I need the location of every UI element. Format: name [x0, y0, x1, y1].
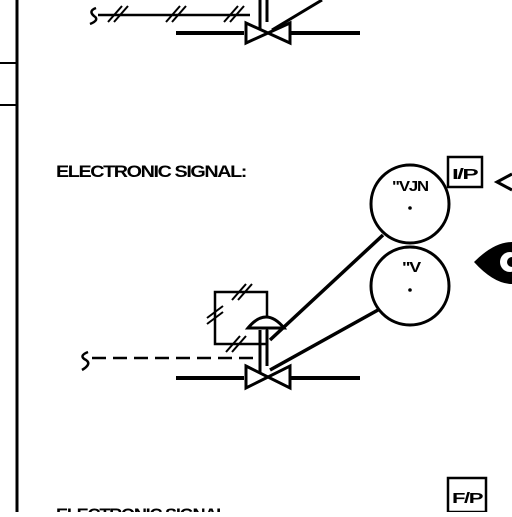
fp-converter-box	[446, 476, 488, 514]
ip-converter-label: I/P	[452, 166, 479, 183]
eye-symbol-icon	[474, 242, 512, 284]
fp-converter-label: F/P	[452, 490, 483, 507]
instrument-bubble-top-label: "VJN	[392, 178, 428, 195]
middle-valve-assembly	[81, 233, 385, 391]
top-valve-assembly	[89, 0, 360, 46]
section-title-electronic-signal: ELECTRONIC SIGNAL:	[56, 162, 247, 181]
ip-converter-box	[446, 155, 484, 189]
arrow-left-icon	[493, 172, 512, 192]
instrument-bubble-bottom-label: "V	[402, 259, 421, 276]
page-border	[0, 0, 19, 512]
instrument-bubble-bottom	[369, 245, 451, 327]
section-title-bottom-partial: ELECTRONIC SIGNAL	[56, 505, 227, 512]
instrument-bubble-top	[369, 163, 451, 245]
